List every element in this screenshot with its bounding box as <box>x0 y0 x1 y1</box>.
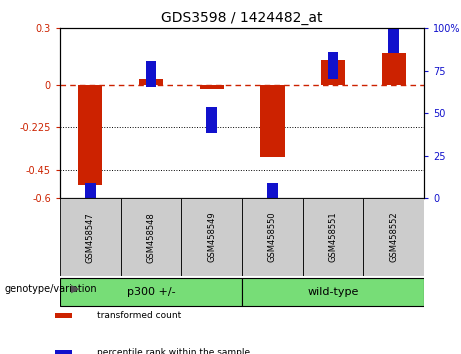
Bar <box>242 278 424 306</box>
Text: ▶: ▶ <box>71 284 80 293</box>
Text: GSM458548: GSM458548 <box>147 212 155 263</box>
Bar <box>303 198 363 276</box>
Bar <box>389 27 399 53</box>
Text: GSM458549: GSM458549 <box>207 212 216 263</box>
Bar <box>242 198 303 276</box>
Bar <box>121 198 181 276</box>
Bar <box>139 79 163 85</box>
Text: transformed count: transformed count <box>97 311 181 320</box>
Bar <box>321 61 345 85</box>
Bar <box>207 107 217 133</box>
Bar <box>85 183 95 210</box>
Text: GSM458551: GSM458551 <box>329 212 337 263</box>
Bar <box>200 85 224 89</box>
Bar <box>55 350 72 354</box>
Bar <box>60 278 242 306</box>
Bar <box>328 52 338 79</box>
Text: percentile rank within the sample: percentile rank within the sample <box>97 348 250 354</box>
Text: GSM458552: GSM458552 <box>389 212 398 263</box>
Bar <box>382 53 406 85</box>
Text: wild-type: wild-type <box>307 287 359 297</box>
Bar <box>55 313 72 318</box>
Text: GSM458550: GSM458550 <box>268 212 277 263</box>
Bar <box>260 85 284 157</box>
Text: GSM458547: GSM458547 <box>86 212 95 263</box>
Bar <box>363 198 424 276</box>
Text: p300 +/-: p300 +/- <box>127 287 175 297</box>
Bar <box>60 198 121 276</box>
Bar <box>146 61 156 87</box>
Title: GDS3598 / 1424482_at: GDS3598 / 1424482_at <box>161 11 323 24</box>
Bar <box>78 85 102 185</box>
Text: genotype/variation: genotype/variation <box>5 284 97 293</box>
Bar <box>267 183 278 210</box>
Bar <box>181 198 242 276</box>
